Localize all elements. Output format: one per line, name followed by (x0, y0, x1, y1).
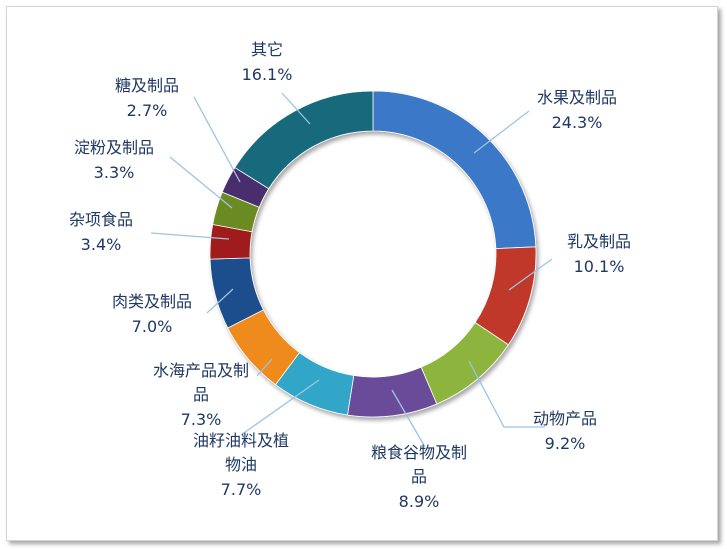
slice-label-5: 水海产品及制品 7.3% (153, 361, 249, 429)
slice-label-10: 其它 16.1% (242, 40, 293, 84)
slice-10 (234, 90, 374, 190)
slice-value-1: 10.1% (574, 257, 625, 276)
leader-line-8 (169, 156, 233, 209)
slice-value-9: 2.7% (127, 101, 168, 120)
slice-label-6: 肉类及制品 7.0% (112, 292, 192, 336)
slice-name-10: 其它 (251, 40, 283, 59)
slice-3 (347, 366, 438, 418)
doughnut-chart: 水果及制品 24.3%乳及制品 10.1%动物产品 9.2%粮食谷物及制品 8.9%油籽… (69, 40, 631, 511)
slice-name-3: 粮食谷物及制 (371, 443, 467, 462)
slice-value-8: 3.3% (94, 163, 135, 182)
slice-name-8: 淀粉及制品 (74, 138, 154, 157)
slice-name-1: 乳及制品 (567, 232, 631, 251)
slice-value-2: 9.2% (545, 434, 586, 453)
slice-label-4: 油籽油料及植物油 7.7% (193, 431, 289, 499)
slice-name-7: 杂项食品 (69, 210, 133, 229)
leader-line-0 (473, 110, 530, 154)
chart-frame: 水果及制品 24.3% 乳及制品 10.1% 动物产品 9.2% 粮食谷物及制品 8.9% 油籽… (6, 6, 718, 541)
slice-label-8: 淀粉及制品 3.3% (74, 138, 154, 182)
leader-line-10 (281, 92, 311, 125)
slice-label-2: 动物产品 9.2% (533, 409, 597, 453)
leader-line-5 (256, 358, 273, 377)
slice-label-9: 糖及制品 2.7% (115, 76, 179, 120)
slice-label-1: 乳及制品 10.1% (567, 232, 631, 276)
slice-value-3: 8.9% (399, 492, 440, 511)
leader-line-7 (150, 232, 230, 240)
slice-value-6: 7.0% (132, 317, 173, 336)
slice-name-3-cont: 品 (411, 467, 427, 486)
slice-name-4-cont: 物油 (225, 455, 257, 474)
leader-line-6 (206, 288, 234, 314)
leader-line-2 (468, 360, 545, 428)
slice-name-9: 糖及制品 (115, 76, 179, 95)
slice-label-3: 粮食谷物及制品 8.9% (371, 443, 467, 511)
slice-value-7: 3.4% (81, 235, 122, 254)
slice-name-2: 动物产品 (533, 409, 597, 428)
slice-name-4: 油籽油料及植 (193, 431, 289, 450)
slice-name-5: 水海产品及制 (153, 361, 249, 380)
leader-line-3 (391, 389, 426, 448)
leader-line-1 (508, 258, 553, 291)
slice-value-5: 7.3% (181, 410, 222, 429)
slice-name-6: 肉类及制品 (112, 292, 192, 311)
slice-value-10: 16.1% (242, 65, 293, 84)
slice-value-0: 24.3% (552, 113, 603, 132)
slice-name-5-cont: 品 (193, 385, 209, 404)
slice-0 (372, 90, 537, 250)
slice-label-0: 水果及制品 24.3% (537, 88, 617, 132)
slice-name-0: 水果及制品 (537, 88, 617, 107)
leader-line-4 (240, 379, 320, 436)
slice-label-7: 杂项食品 3.4% (69, 210, 133, 254)
leader-line-9 (193, 96, 241, 183)
slice-value-4: 7.7% (221, 480, 262, 499)
